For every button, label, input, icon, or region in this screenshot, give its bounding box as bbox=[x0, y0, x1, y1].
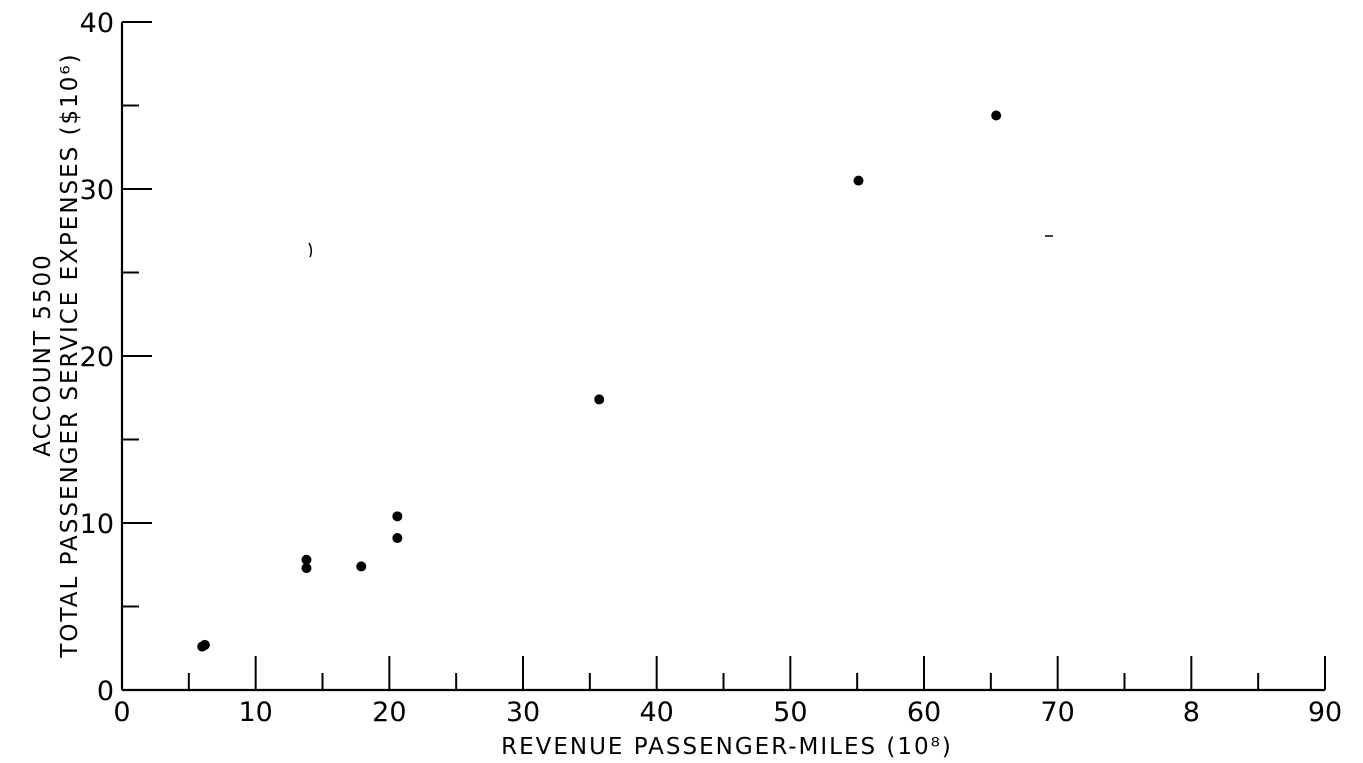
data-point bbox=[356, 561, 367, 572]
x-tick-label: 8 bbox=[1183, 697, 1200, 728]
x-tick-label: 70 bbox=[1040, 697, 1074, 728]
x-tick-label: 50 bbox=[773, 697, 807, 728]
x-tick-label: 10 bbox=[238, 697, 272, 728]
stray-mark bbox=[308, 242, 313, 258]
y-tick-label: 40 bbox=[80, 8, 114, 39]
y-axis-title-line1: ACCOUNT 5500 bbox=[30, 253, 56, 457]
x-tick-label: 0 bbox=[113, 697, 130, 728]
x-axis-tick-labels: 0 10 20 30 40 50 60 70 8 90 bbox=[113, 697, 1342, 728]
y-axis-ticks bbox=[122, 21, 152, 608]
x-axis-title: REVENUE PASSENGER-MILES (10⁸) bbox=[501, 734, 953, 760]
y-tick-label: 0 bbox=[97, 676, 114, 707]
x-tick-label: 90 bbox=[1308, 697, 1342, 728]
y-tick-label: 30 bbox=[80, 175, 114, 206]
x-tick-label: 60 bbox=[907, 697, 941, 728]
y-tick-label: 20 bbox=[80, 342, 114, 373]
stray-marks bbox=[308, 235, 1053, 258]
y-axis-title-line2: TOTAL PASSENGER SERVICE EXPENSES ($10⁶) bbox=[57, 52, 83, 658]
data-point bbox=[594, 394, 605, 405]
data-point bbox=[991, 110, 1002, 121]
data-point bbox=[853, 175, 864, 186]
data-points bbox=[197, 110, 1002, 652]
data-point bbox=[301, 554, 312, 565]
y-tick-label: 10 bbox=[80, 509, 114, 540]
x-tick-label: 30 bbox=[506, 697, 540, 728]
x-tick-label: 40 bbox=[639, 697, 673, 728]
data-point bbox=[392, 533, 403, 544]
data-point bbox=[301, 563, 312, 574]
x-tick-label: 20 bbox=[372, 697, 406, 728]
y-axis-tick-labels: 0 10 20 30 40 bbox=[80, 8, 114, 707]
data-point bbox=[392, 511, 403, 522]
axes bbox=[120, 22, 1325, 692]
x-axis-ticks bbox=[187, 656, 1326, 690]
data-point bbox=[199, 639, 210, 650]
